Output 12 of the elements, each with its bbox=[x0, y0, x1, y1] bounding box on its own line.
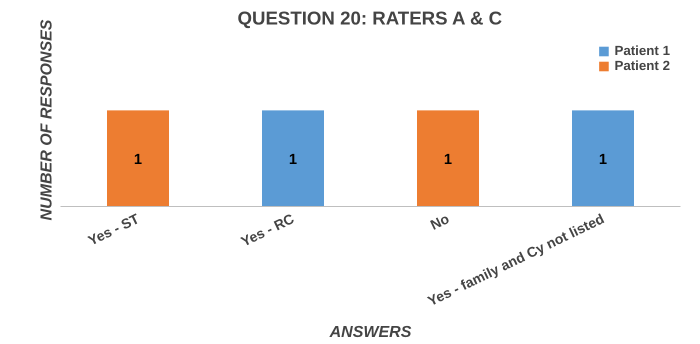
data-label: 1 bbox=[444, 152, 452, 168]
data-label: 1 bbox=[134, 152, 142, 168]
data-label: 1 bbox=[288, 152, 298, 168]
legend-label: Patient 2 bbox=[614, 58, 670, 73]
x-axis-title: ANSWERS bbox=[328, 324, 412, 342]
data-label: 1 bbox=[598, 152, 608, 168]
y-axis-title: NUMBER OF RESPONSES bbox=[38, 19, 56, 220]
legend-label: Patient 1 bbox=[614, 43, 670, 58]
chart-title: QUESTION 20: RATERS A & C bbox=[237, 8, 502, 28]
x-tick-label: No bbox=[428, 210, 452, 233]
x-tick-label: Yes - ST bbox=[85, 210, 142, 248]
x-tick-label: Yes - RC bbox=[238, 210, 296, 250]
